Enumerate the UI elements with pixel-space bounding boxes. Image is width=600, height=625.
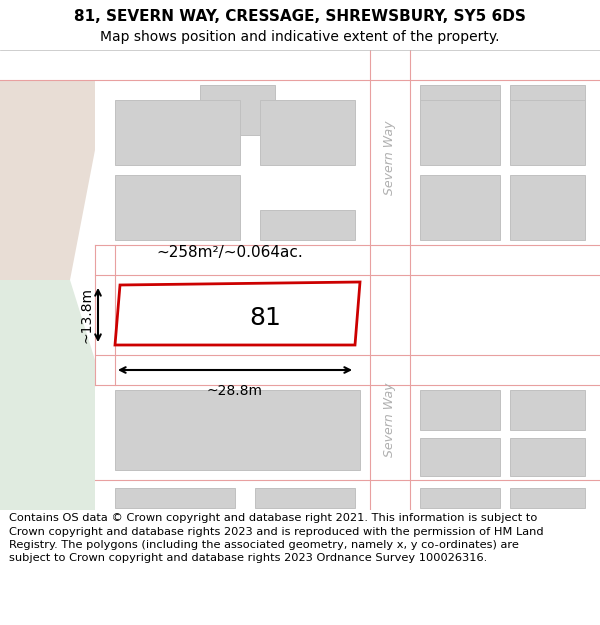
Bar	[420, 438, 500, 476]
Polygon shape	[0, 280, 95, 510]
Text: Map shows position and indicative extent of the property.: Map shows position and indicative extent…	[100, 31, 500, 44]
Text: 81: 81	[249, 306, 281, 330]
Bar	[420, 85, 500, 130]
Bar	[370, 50, 410, 510]
Bar	[115, 390, 360, 470]
Bar	[420, 100, 500, 165]
Bar	[95, 480, 600, 510]
Bar	[420, 175, 500, 240]
Bar	[510, 390, 585, 430]
Bar	[420, 390, 500, 430]
Bar	[200, 85, 275, 135]
Bar	[0, 50, 600, 80]
Bar	[510, 100, 585, 165]
Bar	[510, 175, 585, 240]
Bar	[115, 175, 240, 240]
Bar	[115, 488, 235, 508]
Bar	[95, 245, 115, 385]
Bar	[510, 438, 585, 476]
Polygon shape	[115, 282, 360, 345]
Text: Severn Way: Severn Way	[383, 382, 397, 458]
Bar	[95, 355, 600, 385]
Bar	[115, 100, 240, 165]
Bar	[195, 298, 285, 340]
Text: ~28.8m: ~28.8m	[207, 384, 263, 398]
Bar	[95, 245, 600, 275]
Text: ~13.8m: ~13.8m	[80, 287, 94, 343]
Text: ~258m²/~0.064ac.: ~258m²/~0.064ac.	[157, 245, 304, 260]
Polygon shape	[0, 50, 95, 280]
Text: 81, SEVERN WAY, CRESSAGE, SHREWSBURY, SY5 6DS: 81, SEVERN WAY, CRESSAGE, SHREWSBURY, SY…	[74, 9, 526, 24]
Bar	[420, 488, 500, 508]
Bar	[510, 488, 585, 508]
Text: Contains OS data © Crown copyright and database right 2021. This information is : Contains OS data © Crown copyright and d…	[9, 514, 544, 563]
Bar	[260, 210, 355, 240]
Bar	[510, 85, 585, 130]
Text: Severn Way: Severn Way	[383, 121, 397, 195]
Bar	[260, 100, 355, 165]
Bar	[255, 488, 355, 508]
